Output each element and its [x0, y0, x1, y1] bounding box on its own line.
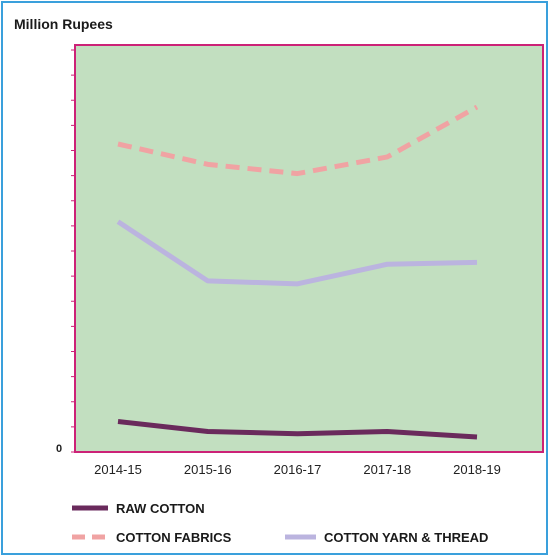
y-tick-label-zero: 0 [56, 443, 62, 455]
legend-label-cotton-yarn: COTTON YARN & THREAD [324, 530, 488, 545]
plot-area [75, 45, 543, 452]
x-axis-tick-labels: 2014-15 2015-16 2016-17 2017-18 2018-19 [94, 462, 501, 477]
legend: RAW COTTON COTTON FABRICS COTTON YARN & TH… [72, 501, 488, 545]
legend-label-raw-cotton: RAW COTTON [116, 501, 205, 516]
x-tick-label: 2015-16 [184, 462, 232, 477]
plot-border [74, 44, 544, 453]
x-tick-label: 2014-15 [94, 462, 142, 477]
x-tick-label: 2018-19 [453, 462, 501, 477]
chart-unit-label: Million Rupees [14, 16, 113, 32]
x-tick-label: 2016-17 [274, 462, 322, 477]
x-tick-label: 2017-18 [363, 462, 411, 477]
legend-label-cotton-fabrics: COTTON FABRICS [116, 530, 232, 545]
series-layer [116, 104, 479, 440]
